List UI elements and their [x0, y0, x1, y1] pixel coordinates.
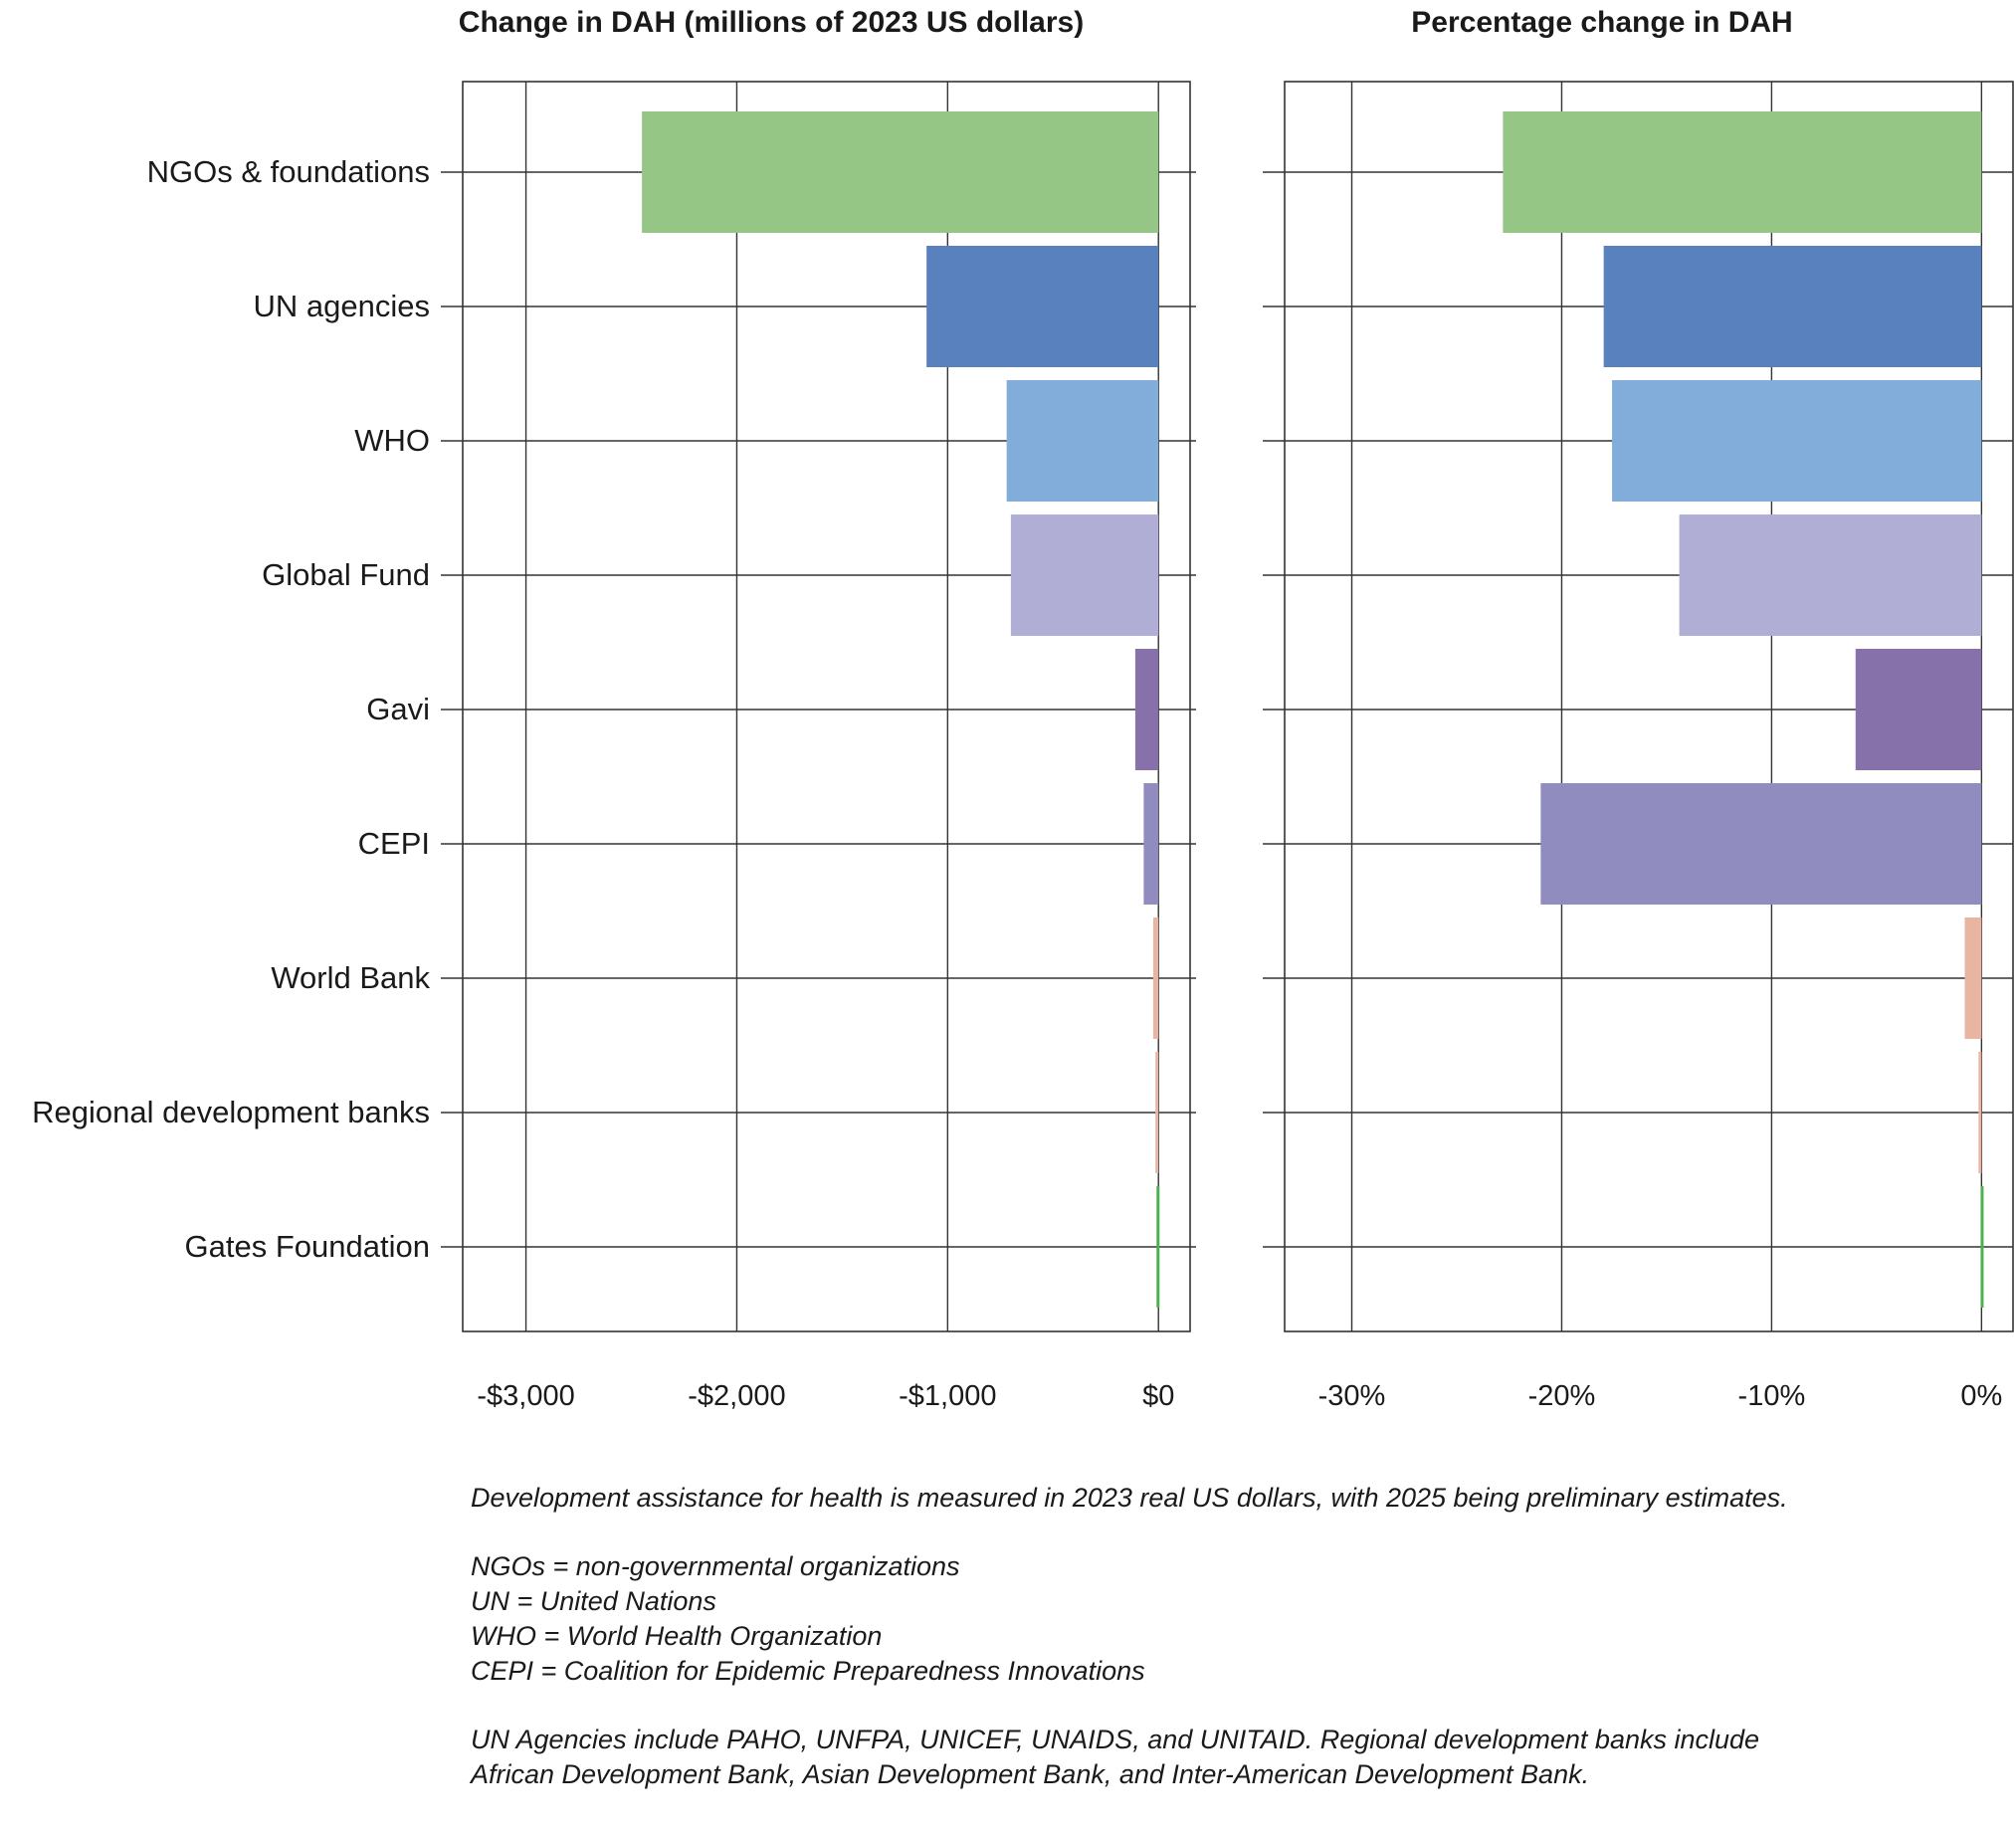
- note-abbr-cepi: CEPI = Coalition for Epidemic Preparedne…: [471, 1656, 1145, 1686]
- y-category-label: WHO: [354, 423, 430, 458]
- y-category-label: Gavi: [366, 692, 430, 726]
- x-tick-label: -30%: [1318, 1380, 1386, 1412]
- bar: [1152, 917, 1159, 1039]
- bar: [1143, 783, 1159, 905]
- bar: [642, 111, 1159, 233]
- note-groups-2: African Development Bank, Asian Developm…: [471, 1759, 1590, 1789]
- bar: [1978, 1052, 1982, 1173]
- chart-title: Percentage change in DAH: [1411, 6, 1792, 39]
- note-groups-1: UN Agencies include PAHO, UNFPA, UNICEF,…: [471, 1725, 1760, 1754]
- bar: [1964, 917, 1982, 1039]
- y-category-label: Global Fund: [262, 557, 430, 592]
- note-abbr-un: UN = United Nations: [471, 1586, 716, 1616]
- y-category-label: CEPI: [358, 826, 430, 861]
- y-category-label: Gates Foundation: [185, 1229, 430, 1264]
- x-tick-label: $0: [1142, 1380, 1174, 1412]
- y-category-label: NGOs & foundations: [147, 154, 430, 189]
- bar: [1155, 1052, 1159, 1173]
- chart-title: Change in DAH (millions of 2023 US dolla…: [459, 6, 1084, 39]
- bar: [1603, 246, 1982, 367]
- chart-change-amount: Change in DAH (millions of 2023 US dolla…: [32, 6, 1196, 1412]
- bar: [1540, 783, 1982, 905]
- x-tick-label: -20%: [1528, 1380, 1596, 1412]
- bar: [1134, 649, 1159, 770]
- y-category-label: World Bank: [271, 960, 430, 995]
- chart-change-percent: Percentage change in DAH -30% -20% -10% 0%: [1263, 6, 2014, 1412]
- bar: [1006, 380, 1159, 502]
- bar: [1679, 514, 1982, 636]
- bar: [1855, 649, 1982, 770]
- note-abbr-who: WHO = World Health Organization: [471, 1621, 883, 1651]
- bar: [1612, 380, 1982, 502]
- x-tick-label: -$2,000: [688, 1380, 785, 1412]
- x-tick-label: -10%: [1738, 1380, 1806, 1412]
- x-tick-label: -$1,000: [899, 1380, 996, 1412]
- bar: [1980, 1186, 1984, 1308]
- plot-frame: [1284, 81, 2014, 1332]
- bar: [1010, 514, 1159, 636]
- x-tick-label: 0%: [1960, 1380, 2002, 1412]
- y-category-label: Regional development banks: [32, 1095, 430, 1129]
- x-tick-label: -$3,000: [477, 1380, 574, 1412]
- note-measure: Development assistance for health is mea…: [471, 1483, 1788, 1513]
- notes: Development assistance for health is mea…: [471, 1481, 1983, 1792]
- plot-frame: [462, 81, 1191, 1332]
- y-category-label: UN agencies: [254, 289, 430, 323]
- bar: [926, 246, 1159, 367]
- note-abbr-ngos: NGOs = non-governmental organizations: [471, 1551, 960, 1581]
- bar: [1156, 1186, 1160, 1308]
- bar: [1503, 111, 1982, 233]
